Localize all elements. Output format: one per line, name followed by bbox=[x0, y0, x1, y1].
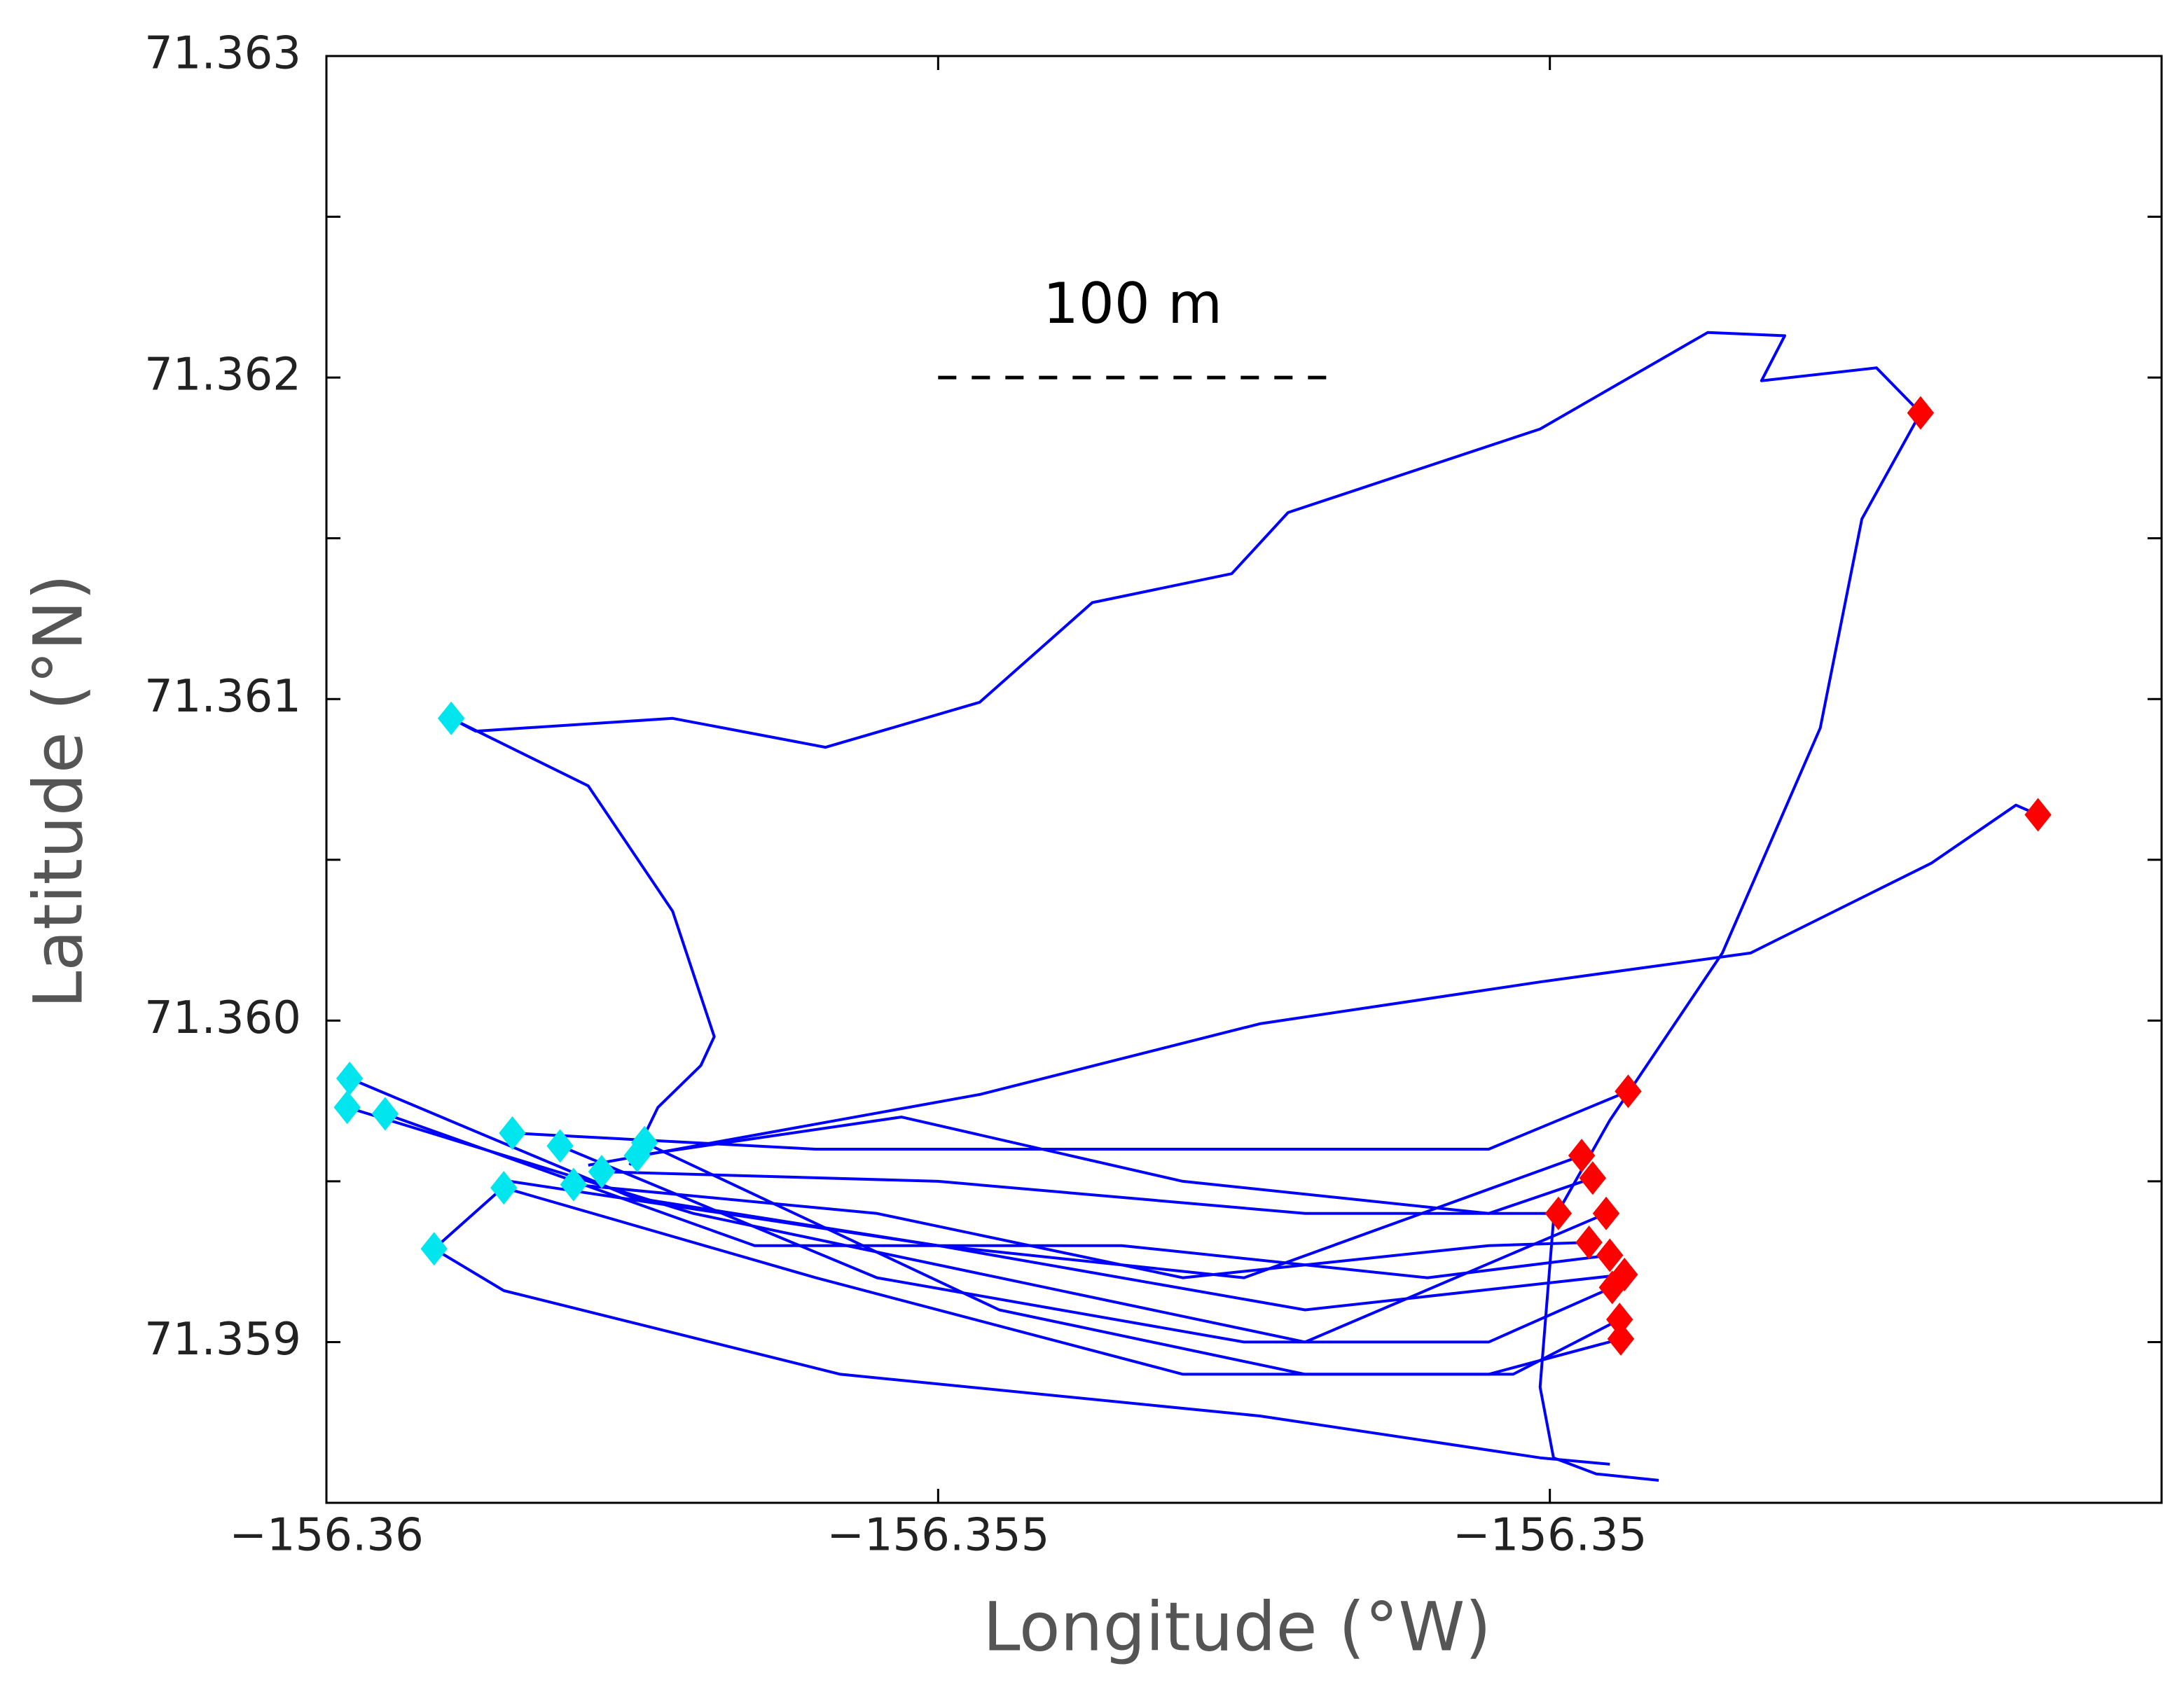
end-marker bbox=[1615, 1074, 1642, 1109]
track bbox=[433, 1179, 1625, 1312]
x-tick-label: −156.355 bbox=[827, 1510, 1049, 1562]
end-marker bbox=[1544, 1196, 1573, 1230]
end-marker bbox=[1596, 1238, 1624, 1272]
x-axis-title: Longitude (°W) bbox=[983, 1588, 1491, 1666]
y-tick-label: 71.361 bbox=[144, 671, 301, 723]
start-marker bbox=[336, 1061, 364, 1095]
track bbox=[644, 1141, 1621, 1376]
start-marker bbox=[546, 1129, 574, 1163]
track bbox=[433, 1247, 1610, 1466]
end-marker bbox=[2024, 798, 2052, 832]
track bbox=[1538, 412, 1922, 1482]
start-marker bbox=[437, 701, 465, 735]
start-marker bbox=[371, 1097, 399, 1131]
plot-frame bbox=[325, 55, 2163, 1504]
end-marker bbox=[1568, 1139, 1596, 1173]
start-marker bbox=[560, 1167, 588, 1202]
end-marker bbox=[1579, 1161, 1606, 1195]
start-marker bbox=[630, 1125, 658, 1160]
end-marker bbox=[1598, 1270, 1626, 1305]
track bbox=[573, 1183, 1589, 1279]
track bbox=[347, 1106, 1607, 1344]
y-axis-title: Latitude (°N) bbox=[19, 574, 97, 1008]
start-marker bbox=[490, 1171, 518, 1205]
track bbox=[601, 1170, 1558, 1215]
y-tick-label: 71.362 bbox=[144, 349, 301, 401]
track bbox=[385, 1112, 1610, 1279]
track bbox=[450, 331, 1922, 749]
start-marker bbox=[420, 1232, 448, 1266]
start-marker bbox=[499, 1116, 526, 1151]
start-marker bbox=[623, 1139, 651, 1173]
track bbox=[503, 1186, 1622, 1376]
track bbox=[559, 1144, 1613, 1344]
start-marker bbox=[588, 1155, 616, 1189]
end-marker bbox=[1607, 1321, 1635, 1356]
track bbox=[512, 1090, 1629, 1151]
track bbox=[349, 1077, 1582, 1279]
x-tick-label: −156.35 bbox=[1453, 1510, 1647, 1562]
end-marker bbox=[1907, 396, 1935, 430]
y-tick-label: 71.359 bbox=[144, 1314, 301, 1366]
x-tick-label: −156.36 bbox=[229, 1510, 424, 1562]
end-marker bbox=[1611, 1258, 1638, 1292]
end-marker bbox=[1575, 1226, 1603, 1260]
end-marker bbox=[1592, 1196, 1620, 1230]
track bbox=[450, 717, 716, 1166]
y-tick-label: 71.360 bbox=[144, 992, 301, 1044]
track bbox=[637, 1116, 1594, 1215]
y-tick-label: 71.363 bbox=[144, 28, 301, 80]
track bbox=[588, 803, 2039, 1167]
scale-bar-label: 100 m bbox=[1043, 271, 1222, 336]
start-marker bbox=[333, 1090, 361, 1125]
end-marker bbox=[1606, 1303, 1633, 1337]
